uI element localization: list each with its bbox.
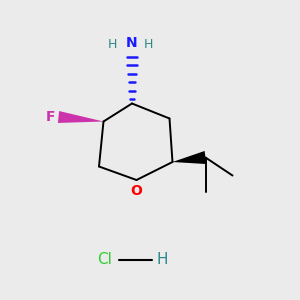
- Text: F: F: [45, 110, 55, 124]
- Text: H: H: [156, 252, 168, 267]
- Text: H: H: [144, 38, 153, 51]
- Polygon shape: [172, 151, 206, 164]
- Text: Cl: Cl: [98, 252, 112, 267]
- Text: O: O: [130, 184, 142, 198]
- Text: N: N: [126, 36, 138, 50]
- Polygon shape: [58, 111, 103, 123]
- Text: H: H: [108, 38, 117, 51]
